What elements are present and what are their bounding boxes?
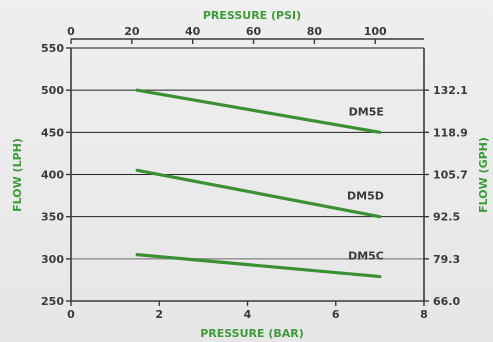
x-axis-title-top: PRESSURE (PSI) — [203, 9, 301, 22]
y-axis-title-right: FLOW (GPH) — [477, 137, 490, 213]
y-tick-right-label: 79.3 — [433, 253, 460, 266]
series-label-dm5d: DM5D — [347, 190, 384, 203]
x-tick-bottom-label: 4 — [244, 308, 252, 321]
x-tick-top-label: 60 — [246, 25, 262, 38]
x-tick-bottom-label: 6 — [332, 308, 340, 321]
x-axis-title-bottom: PRESSURE (BAR) — [200, 327, 304, 340]
y-tick-right-label: 92.5 — [433, 211, 460, 224]
series-line-dm5d — [135, 168, 382, 219]
y-tick-left-label: 300 — [41, 253, 64, 266]
x-tick-top-label: 20 — [124, 25, 140, 38]
x-tick-top-label: 0 — [67, 25, 75, 38]
x-tick-bottom-label: 2 — [155, 308, 163, 321]
y-tick-left-label: 350 — [41, 211, 64, 224]
series-line-dm5c — [135, 253, 382, 279]
series-group — [135, 88, 382, 279]
y-tick-right-label: 132.1 — [433, 84, 468, 97]
series-labels: DM5E DM5D DM5C — [347, 105, 384, 262]
x-tick-bottom-label: 8 — [420, 308, 428, 321]
y-tick-left-label: 500 — [41, 84, 64, 97]
x-tick-bottom-label: 0 — [67, 308, 75, 321]
y-axis-title-left: FLOW (LPH) — [11, 138, 24, 212]
x-tick-top-label: 100 — [364, 25, 387, 38]
y-tick-left-label: 250 — [41, 295, 64, 308]
y-tick-left-label: 400 — [41, 169, 64, 182]
y-tick-left-label: 550 — [41, 42, 64, 55]
gridlines — [71, 47, 424, 260]
y-tick-right-label: 105.7 — [433, 169, 468, 182]
y-tick-left-label: 450 — [41, 126, 64, 139]
series-label-dm5c: DM5C — [348, 250, 384, 263]
x-tick-top-label: 40 — [185, 25, 201, 38]
series-label-dm5e: DM5E — [349, 105, 384, 118]
series-line-dm5e — [135, 88, 382, 134]
y-tick-right-label: 118.9 — [433, 126, 468, 139]
x-tick-top-label: 80 — [307, 25, 323, 38]
tick-labels: 550500450400350300250132.1118.9105.792.5… — [41, 25, 468, 321]
y-tick-right-label: 66.0 — [433, 295, 460, 308]
